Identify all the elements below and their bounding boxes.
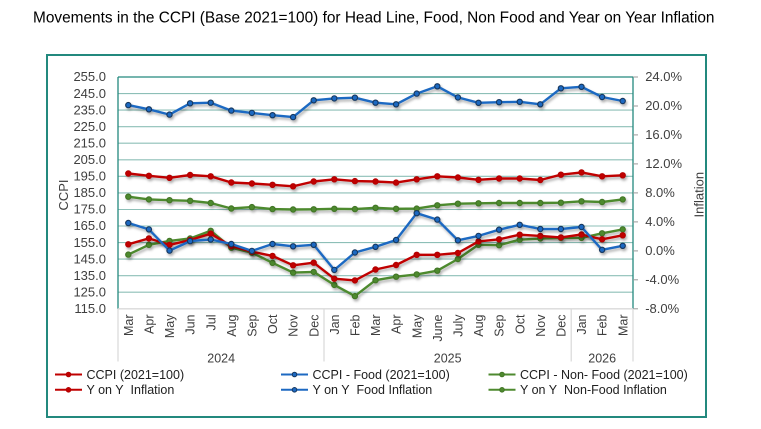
svg-text:Jun: Jun (184, 314, 198, 334)
svg-text:Jul: Jul (204, 315, 218, 331)
svg-text:Nov: Nov (534, 314, 548, 337)
svg-text:235.0: 235.0 (73, 102, 106, 117)
svg-text:4.0%: 4.0% (645, 214, 675, 229)
svg-text:Aug: Aug (225, 314, 239, 336)
svg-text:155.0: 155.0 (73, 235, 106, 250)
svg-text:145.0: 145.0 (73, 251, 106, 266)
svg-text:CCPI (2021=100): CCPI (2021=100) (87, 368, 185, 382)
svg-text:225.0: 225.0 (73, 119, 106, 134)
svg-text:Y on Y Inflation: Y on Y Inflation (87, 383, 175, 397)
svg-text:Apr: Apr (143, 315, 157, 334)
svg-text:Jan: Jan (328, 314, 342, 334)
svg-text:215.0: 215.0 (73, 135, 106, 150)
svg-text:Inflation: Inflation (692, 172, 707, 218)
svg-text:July: July (452, 314, 466, 337)
svg-text:255.0: 255.0 (73, 69, 106, 84)
svg-text:Y on Y Non-Food Inflation: Y on Y Non-Food Inflation (520, 383, 667, 397)
svg-text:Apr: Apr (390, 315, 404, 334)
svg-text:May: May (163, 314, 177, 338)
svg-text:2026: 2026 (588, 352, 616, 366)
svg-text:Aug: Aug (472, 314, 486, 336)
svg-text:8.0%: 8.0% (645, 185, 675, 200)
svg-text:CCPI: CCPI (56, 179, 71, 210)
svg-text:Dec: Dec (307, 315, 321, 337)
svg-text:16.0%: 16.0% (645, 127, 682, 142)
svg-text:175.0: 175.0 (73, 202, 106, 217)
svg-text:0.0%: 0.0% (645, 243, 675, 258)
svg-text:Oct: Oct (266, 314, 280, 334)
svg-text:135.0: 135.0 (73, 268, 106, 283)
svg-text:Movements in the CCPI (Base 20: Movements in the CCPI (Base 2021=100) fo… (33, 10, 714, 27)
svg-text:125.0: 125.0 (73, 284, 106, 299)
svg-text:-4.0%: -4.0% (645, 272, 679, 287)
svg-text:June: June (431, 314, 445, 341)
svg-text:Feb: Feb (349, 314, 363, 336)
svg-text:2024: 2024 (207, 352, 235, 366)
svg-text:205.0: 205.0 (73, 152, 106, 167)
svg-text:2025: 2025 (434, 352, 462, 366)
svg-text:12.0%: 12.0% (645, 156, 682, 171)
svg-text:24.0%: 24.0% (645, 69, 682, 84)
svg-text:Feb: Feb (596, 314, 610, 336)
svg-text:195.0: 195.0 (73, 169, 106, 184)
svg-text:165.0: 165.0 (73, 218, 106, 233)
svg-text:20.0%: 20.0% (645, 98, 682, 113)
svg-text:-8.0%: -8.0% (645, 301, 679, 316)
svg-text:245.0: 245.0 (73, 86, 106, 101)
svg-text:Dec: Dec (555, 315, 569, 337)
svg-text:115.0: 115.0 (74, 301, 106, 316)
svg-text:May: May (410, 314, 424, 338)
svg-text:Sep: Sep (246, 314, 260, 336)
svg-text:Sep: Sep (493, 314, 507, 336)
svg-text:Nov: Nov (287, 314, 301, 337)
svg-text:CCPI - Non- Food (2021=100): CCPI - Non- Food (2021=100) (520, 368, 688, 382)
svg-text:Y on Y Food Inflation: Y on Y Food Inflation (313, 383, 433, 397)
svg-text:Mar: Mar (616, 315, 630, 337)
svg-text:CCPI - Food (2021=100): CCPI - Food (2021=100) (313, 368, 450, 382)
svg-text:Mar: Mar (122, 315, 136, 337)
svg-text:Oct: Oct (513, 314, 527, 334)
svg-text:Mar: Mar (369, 315, 383, 337)
svg-text:Jan: Jan (575, 314, 589, 334)
svg-text:185.0: 185.0 (73, 185, 106, 200)
